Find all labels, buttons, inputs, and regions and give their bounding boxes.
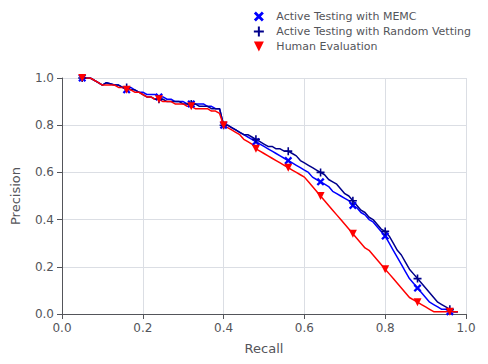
svg-text:0.4: 0.4 [214,321,233,335]
svg-text:Precision: Precision [8,167,23,225]
svg-text:0.4: 0.4 [35,213,54,227]
svg-text:0.0: 0.0 [52,321,71,335]
svg-text:0.8: 0.8 [376,321,395,335]
svg-text:0.8: 0.8 [35,118,54,132]
svg-text:0.2: 0.2 [35,260,54,274]
svg-text:Recall: Recall [245,341,284,356]
svg-text:0.6: 0.6 [35,165,54,179]
svg-text:0.2: 0.2 [133,321,152,335]
svg-text:Active Testing with MEMC: Active Testing with MEMC [276,10,416,23]
svg-text:1.0: 1.0 [35,71,54,85]
svg-text:Human Evaluation: Human Evaluation [276,40,377,53]
svg-text:0.0: 0.0 [35,307,54,321]
svg-text:Active Testing with Random Vet: Active Testing with Random Vetting [276,25,471,38]
svg-text:1.0: 1.0 [456,321,475,335]
svg-text:0.6: 0.6 [295,321,314,335]
